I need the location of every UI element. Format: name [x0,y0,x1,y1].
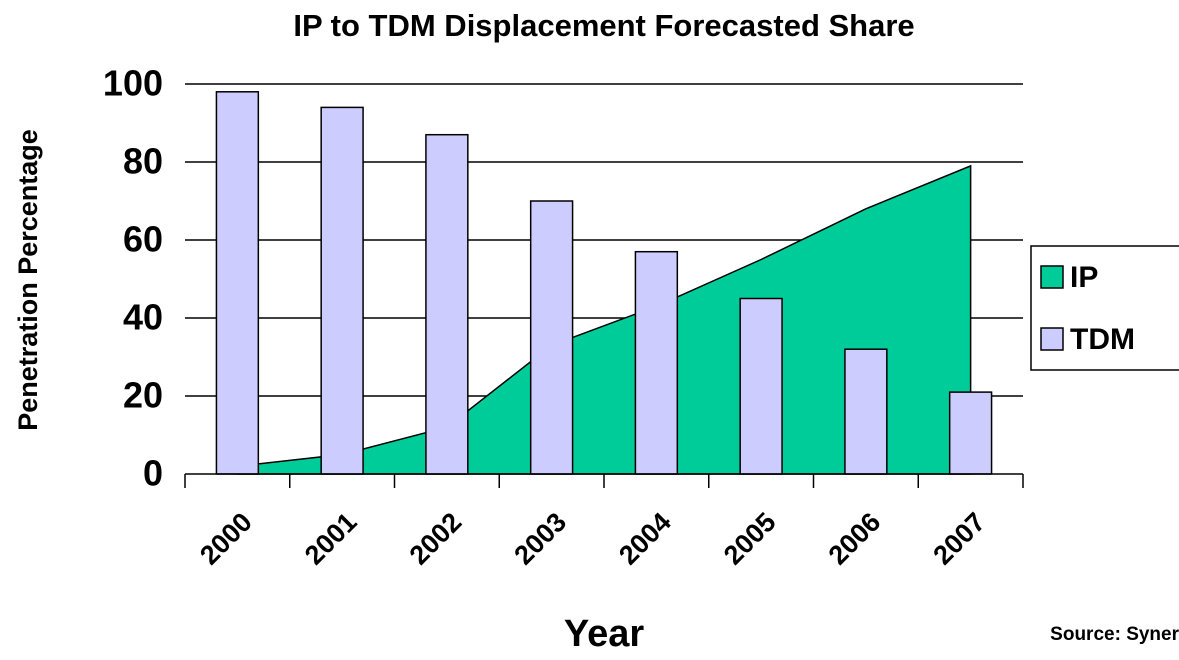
x-axis-title: Year [564,613,645,655]
y-tick-label: 40 [123,297,163,338]
x-tick-label: 2005 [718,507,782,571]
y-tick-label: 80 [123,141,163,182]
legend-label: TDM [1070,323,1135,356]
x-tick-label: 2004 [613,507,677,571]
bar [320,106,364,475]
x-tick-label: 2007 [927,507,991,571]
y-axis-title: Penetration Percentage [13,129,43,431]
chart-title: IP to TDM Displacement Forecasted Share [293,8,914,43]
x-tick-label: 2003 [508,507,572,571]
source-note: Source: Syner [1050,624,1179,645]
y-tick-label: 20 [123,375,163,416]
bar [425,133,469,475]
y-tick-label: 60 [123,219,163,260]
y-tick-label: 0 [143,453,163,494]
x-tick-label: 2000 [194,507,258,571]
x-tick-label: 2002 [404,507,468,571]
bar [844,348,888,475]
legend-swatch [1040,327,1064,351]
bar [948,391,993,475]
legend-swatch [1040,265,1064,289]
bar [739,297,783,475]
x-tick-label: 2001 [299,507,363,571]
x-tick-label: 2006 [823,507,887,571]
bar [529,200,574,475]
y-tick-label: 100 [103,63,163,104]
bar [215,91,260,475]
legend-label: IP [1070,261,1098,294]
bar [634,250,679,475]
